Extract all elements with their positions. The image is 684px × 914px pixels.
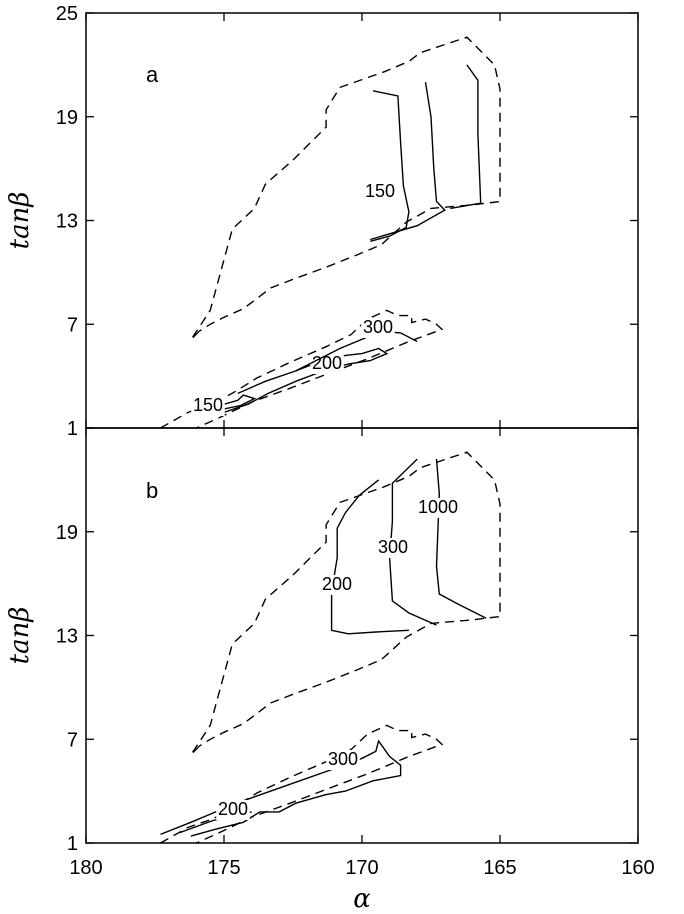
contour-label: 200 — [218, 799, 248, 819]
boundary-contour-dashed — [190, 451, 501, 756]
contour-label-bg — [320, 575, 354, 595]
contour-line-150 — [370, 90, 410, 242]
panel-a: 1 7 13 19 25 tanβ a 150 200 300 150 — [5, 3, 639, 440]
x-tick-label: 165 — [483, 857, 516, 879]
boundary-contour-dashed — [190, 36, 501, 341]
contour-line-300 — [160, 739, 402, 837]
contour-label: 200 — [312, 353, 342, 373]
contour-line-300 — [450, 64, 482, 210]
y-tick-label: 19 — [56, 107, 78, 129]
contour-line-200 — [370, 82, 446, 241]
panel-b: 1 7 13 19 180 175 170 165 160 tanβ α b 200 300 1000 300… — [5, 427, 655, 914]
y-axis-title: tanβ — [5, 607, 35, 665]
plot-frame-a — [85, 12, 639, 429]
y-tick-label: 1 — [67, 833, 78, 855]
contour-label: 150 — [365, 181, 395, 201]
contour-label-bg — [191, 396, 225, 416]
y-axis-title: tanβ — [5, 192, 35, 250]
x-tick-label: 175 — [207, 857, 240, 879]
plot-frame-b — [85, 427, 639, 844]
boundary-contour-dashed — [160, 724, 444, 844]
y-tick-label: 19 — [56, 522, 78, 544]
y-tick-label: 1 — [67, 418, 78, 440]
contour-label-bg — [376, 538, 410, 558]
x-tick-label: 180 — [69, 857, 102, 879]
contour-label: 200 — [322, 574, 352, 594]
y-tick-label: 25 — [56, 3, 78, 25]
panel-letter: a — [146, 62, 159, 87]
panel-letter: b — [146, 478, 158, 503]
y-tick-label: 7 — [67, 729, 78, 751]
contour-label: 150 — [193, 395, 223, 415]
contour-line-200 — [223, 347, 389, 414]
contour-label: 300 — [363, 317, 393, 337]
contour-label-bg — [216, 800, 250, 820]
y-tick-label: 13 — [56, 211, 78, 233]
contour-line-1000 — [435, 459, 487, 619]
contour-line-150 — [207, 394, 257, 412]
y-tick-label: 13 — [56, 626, 78, 648]
contour-label: 1000 — [418, 497, 458, 517]
contour-label-bg — [415, 498, 461, 518]
y-tick-label: 7 — [67, 314, 78, 336]
contour-label: 300 — [328, 749, 358, 769]
contour-label-bg — [326, 750, 360, 770]
contour-label-bg — [361, 318, 395, 338]
contour-label-bg — [363, 182, 397, 202]
x-tick-label: 170 — [345, 857, 378, 879]
x-axis-title: α — [353, 884, 371, 914]
x-tick-label: 160 — [621, 857, 654, 879]
contour-label: 300 — [378, 537, 408, 557]
